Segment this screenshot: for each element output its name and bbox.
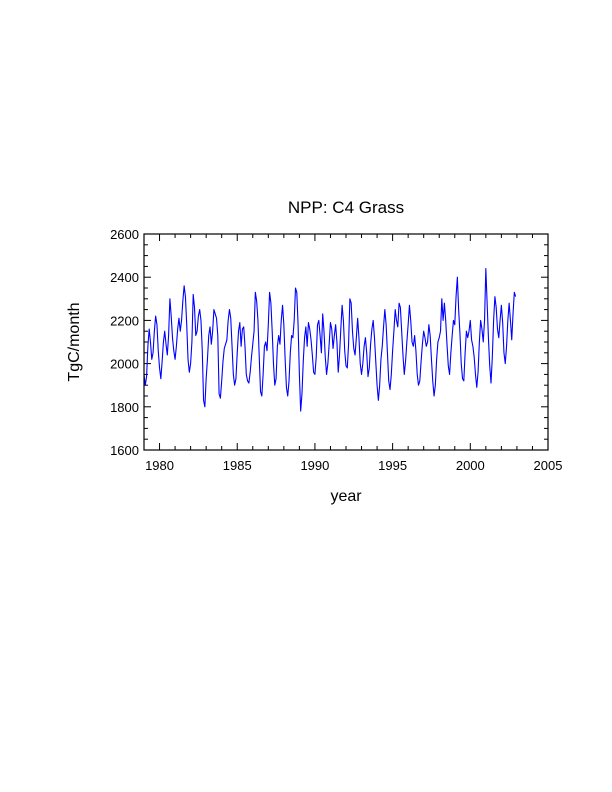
y-tick-label: 2400 — [110, 270, 139, 285]
y-tick-label: 2600 — [110, 227, 139, 242]
x-tick-label: 2000 — [456, 458, 485, 473]
chart-title: NPP: C4 Grass — [288, 198, 404, 217]
x-tick-label: 1995 — [378, 458, 407, 473]
y-tick-label: 2000 — [110, 357, 139, 372]
y-tick-label: 1800 — [110, 400, 139, 415]
ticks-layer: 1980 1985 1990 1995 2000 2005 1600 1800 2000 2200… — [110, 227, 562, 473]
x-axis-label: year — [330, 488, 362, 505]
x-tick-label: 1980 — [145, 458, 174, 473]
plot-frame — [143, 233, 549, 451]
x-tick-label: 1985 — [223, 458, 252, 473]
y-axis-label: TgC/month — [66, 302, 83, 381]
x-tick-label: 2005 — [534, 458, 563, 473]
npp-series-line — [143, 268, 517, 412]
x-tick-label: 1990 — [300, 458, 329, 473]
y-tick-label: 1600 — [110, 443, 139, 458]
y-axis-label-group: TgC/month — [66, 302, 83, 381]
y-tick-label: 2200 — [110, 313, 139, 328]
